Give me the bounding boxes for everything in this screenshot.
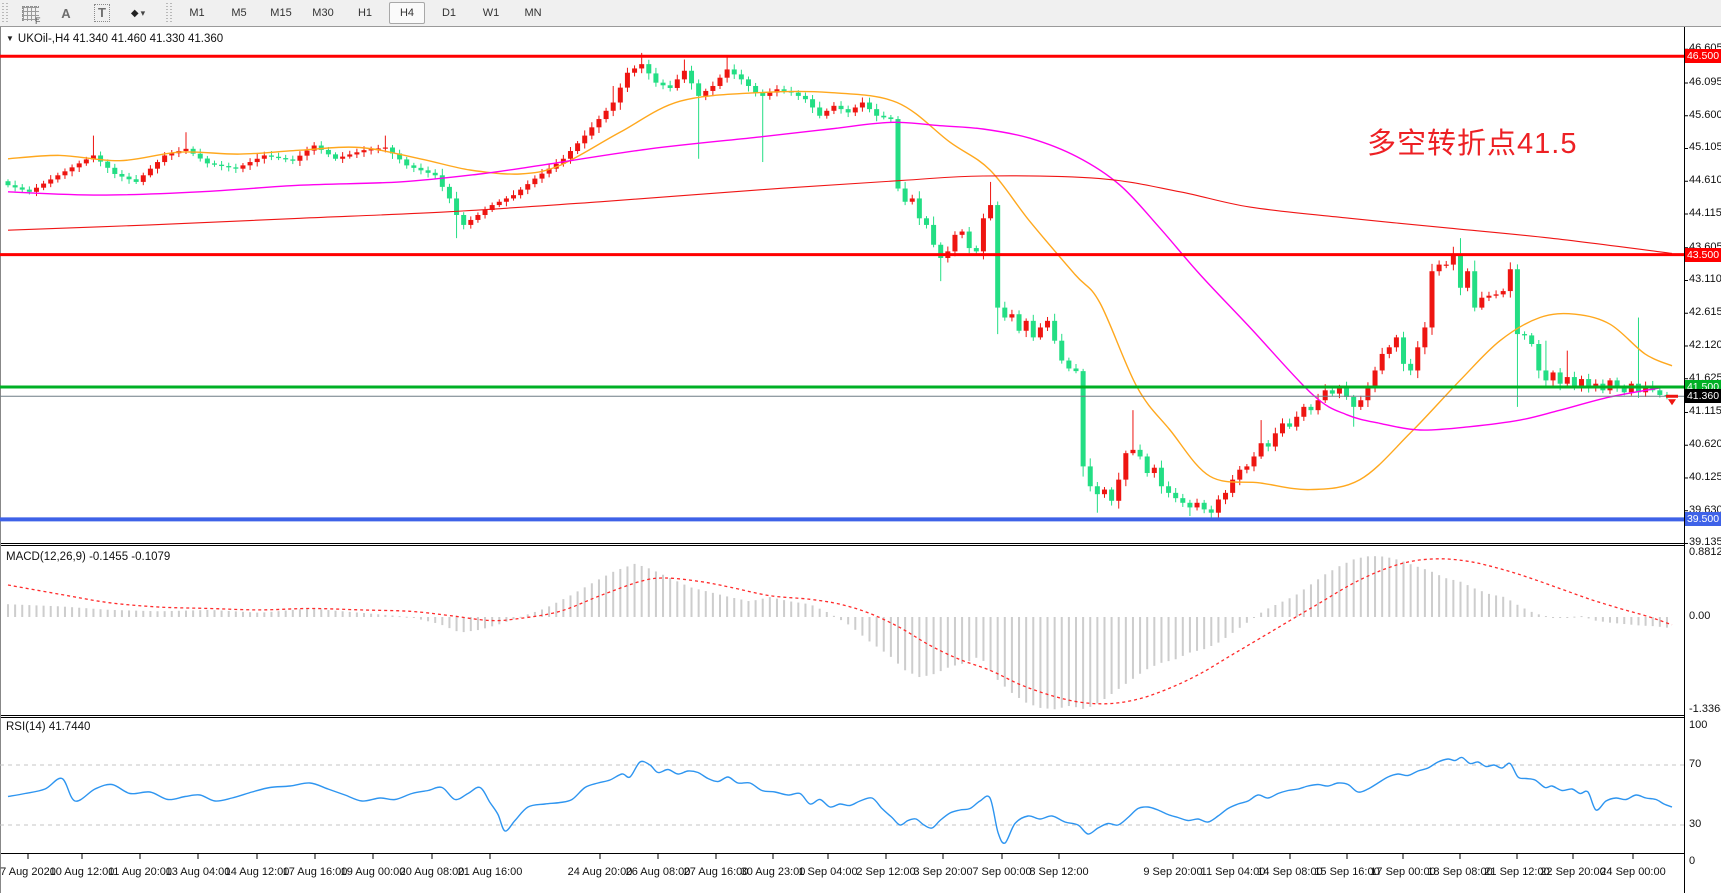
last-price-arrow-icon — [1668, 399, 1676, 406]
toolbar: F A T ◆ ▾ M1 M5 M15 M30 H1 H4 D1 W1 MN — [0, 0, 1721, 27]
date-axis-label: 11 Sep 04:00 — [1200, 866, 1266, 878]
date-axis-label: 7 Aug 2020 — [0, 866, 56, 878]
price-axis-label: 39.135 — [1689, 536, 1721, 549]
ma-slow-red — [7, 175, 1673, 254]
timeframe-button-d1[interactable]: D1 — [441, 7, 457, 19]
rsi-axis-label: 0 — [1689, 855, 1696, 867]
date-axis-label: 20 Aug 08:00 — [399, 866, 465, 878]
chart-title-text: UKOil-,H4 41.340 41.460 41.330 41.360 — [17, 33, 224, 45]
timeframe-button-m1[interactable]: M1 — [189, 7, 205, 19]
date-axis-label: 14 Sep 08:00 — [1257, 866, 1323, 878]
timeframe-button-group: M1 M5 M15 M30 H1 H4 D1 W1 MN — [176, 2, 554, 24]
macd-axis-label: -1.3368 — [1689, 703, 1721, 715]
rsi-axis-label: 70 — [1689, 758, 1702, 770]
date-axis-label: 9 Sep 20:00 — [1143, 866, 1203, 878]
price-level-badge: 39.500 — [1685, 512, 1721, 527]
timeframe-button-w1[interactable]: W1 — [482, 7, 500, 19]
date-axis-label: 24 Aug 20:00 — [567, 866, 633, 878]
timeframe-button-h1[interactable]: H1 — [357, 7, 373, 19]
macd-signal-line — [7, 558, 1673, 705]
rsi-axis-label: 30 — [1689, 818, 1702, 830]
timeframe-button-mn[interactable]: MN — [524, 7, 542, 19]
macd-indicator-label: MACD(12,26,9) -0.1455 -0.1079 — [6, 551, 171, 563]
timeframe-button-h4[interactable]: H4 — [389, 2, 425, 24]
date-axis-label: 22 Sep 20:00 — [1540, 866, 1606, 878]
timeframe-button-m15[interactable]: M15 — [270, 7, 292, 19]
macd-histogram — [7, 556, 1668, 710]
price-axis-label: 43.110 — [1689, 273, 1721, 286]
text-label-icon[interactable]: T — [91, 3, 113, 23]
chart-dropdown-icon[interactable]: ▼ — [6, 34, 14, 43]
objects-grid-icon[interactable]: F — [19, 3, 41, 26]
chart-title: ▼ UKOil-,H4 41.340 41.460 41.330 41.360 — [6, 33, 223, 45]
ma-mid-magenta — [7, 121, 1666, 431]
price-axis-label: 44.115 — [1689, 206, 1721, 219]
rsi-line — [7, 756, 1673, 844]
turning-point-annotation: 多空转折点41.5 — [1367, 128, 1578, 160]
date-axis-label: 30 Aug 23:00 — [740, 866, 806, 878]
price-axis-label: 45.600 — [1689, 108, 1721, 121]
date-axis-label: 14 Aug 12:00 — [224, 866, 290, 878]
shapes-arrows-icon[interactable]: ◆ ▾ — [130, 7, 146, 19]
price-level-badge: 43.500 — [1685, 247, 1721, 262]
date-axis-label: 13 Aug 04:00 — [165, 866, 231, 878]
date-axis-label: 11 Aug 20:00 — [107, 866, 173, 878]
rsi-indicator-label: RSI(14) 41.7440 — [6, 721, 91, 733]
chart-graphics — [0, 27, 1688, 893]
date-axis-label: 15 Sep 16:00 — [1314, 866, 1380, 878]
rsi-axis-label: 100 — [1689, 719, 1708, 731]
price-level-badge: 46.500 — [1685, 49, 1721, 64]
price-axis-label: 46.095 — [1689, 76, 1721, 88]
date-axis-label: 24 Sep 00:00 — [1600, 866, 1666, 878]
date-axis-label: 27 Aug 16:00 — [683, 866, 749, 878]
price-axis-label: 45.105 — [1689, 141, 1721, 154]
date-axis-label: 17 Sep 00:00 — [1370, 866, 1436, 878]
date-axis-label: 19 Aug 00:00 — [340, 866, 406, 878]
timeframe-button-m30[interactable]: M30 — [312, 7, 334, 19]
ma-fast-orange — [7, 90, 1673, 491]
date-axis-label: 2 Sep 12:00 — [856, 866, 916, 878]
text-annotation-icon[interactable]: A — [61, 5, 71, 21]
date-axis-label: 1 Sep 04:00 — [798, 866, 858, 878]
price-axis-border — [1684, 27, 1685, 893]
macd-axis-label: 0.00 — [1689, 610, 1711, 622]
current-price-badge: 41.360 — [1685, 389, 1721, 404]
candlestick-series — [5, 52, 1670, 519]
chevron-down-icon: ▾ — [140, 7, 146, 18]
toolbar-drag-handle[interactable] — [166, 3, 172, 23]
price-axis-label: 42.120 — [1689, 338, 1721, 351]
timeframe-button-m5[interactable]: M5 — [231, 7, 247, 19]
date-axis-label: 21 Sep 12:00 — [1484, 866, 1550, 878]
date-axis-label: 7 Sep 00:00 — [972, 866, 1032, 878]
price-axis-label: 40.125 — [1689, 470, 1721, 483]
price-axis-label: 42.615 — [1689, 306, 1721, 319]
toolbar-drag-handle[interactable] — [2, 3, 8, 23]
macd-axis-label: 0.8812 — [1689, 546, 1721, 558]
date-axis-label: 26 Aug 08:00 — [625, 866, 691, 878]
date-axis-label: 10 Aug 12:00 — [49, 866, 115, 878]
date-axis-label: 3 Sep 20:00 — [913, 866, 973, 878]
price-axis-label: 41.115 — [1689, 405, 1721, 418]
date-axis-label: 21 Aug 16:00 — [457, 866, 523, 878]
price-axis-label: 44.610 — [1689, 174, 1721, 187]
date-axis-label: 8 Sep 12:00 — [1029, 866, 1089, 878]
date-axis-label: 17 Aug 16:00 — [282, 866, 348, 878]
price-axis-label: 40.620 — [1689, 438, 1721, 451]
date-axis-label: 18 Sep 08:00 — [1427, 866, 1493, 878]
chart-canvas[interactable]: ▼ UKOil-,H4 41.340 41.460 41.330 41.360 多… — [0, 27, 1721, 893]
